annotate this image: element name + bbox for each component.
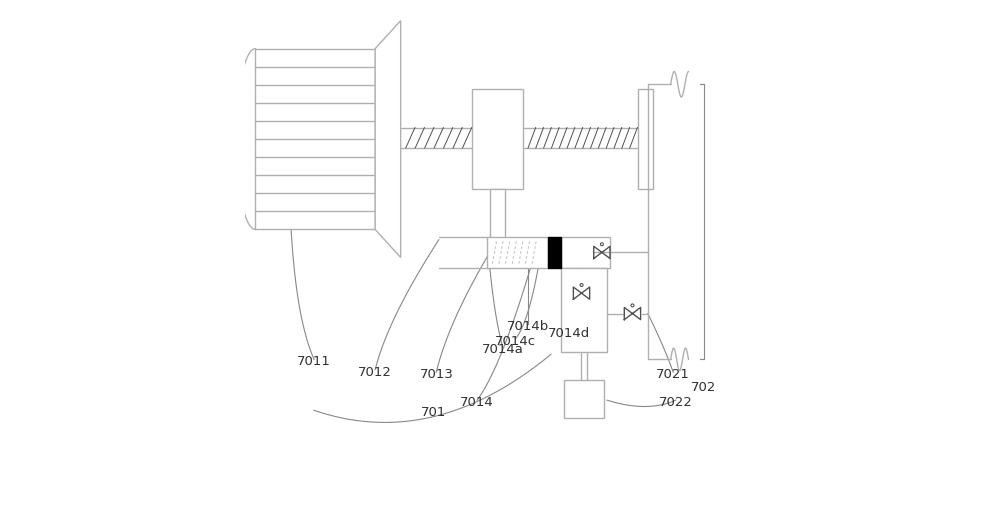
Text: 7014c: 7014c bbox=[495, 335, 536, 348]
Text: 701: 701 bbox=[421, 406, 446, 419]
Text: 7011: 7011 bbox=[297, 355, 331, 368]
Bar bbox=[255, 48, 375, 230]
Bar bbox=[638, 90, 653, 188]
Text: 702: 702 bbox=[691, 381, 716, 394]
Text: 7014d: 7014d bbox=[548, 328, 590, 340]
Bar bbox=[564, 380, 604, 418]
Text: 7014b: 7014b bbox=[507, 320, 549, 333]
Text: 7014a: 7014a bbox=[482, 342, 523, 356]
Bar bbox=[487, 237, 548, 268]
Bar bbox=[472, 90, 523, 188]
Bar bbox=[561, 268, 607, 352]
Text: 7013: 7013 bbox=[419, 368, 453, 381]
Text: 7012: 7012 bbox=[358, 366, 392, 379]
Text: 7021: 7021 bbox=[656, 368, 690, 381]
Bar bbox=[561, 237, 610, 268]
Text: 7014: 7014 bbox=[460, 396, 494, 409]
Bar bbox=[548, 237, 561, 268]
Polygon shape bbox=[375, 21, 401, 258]
Text: 7022: 7022 bbox=[659, 396, 693, 409]
Bar bbox=[490, 188, 505, 239]
